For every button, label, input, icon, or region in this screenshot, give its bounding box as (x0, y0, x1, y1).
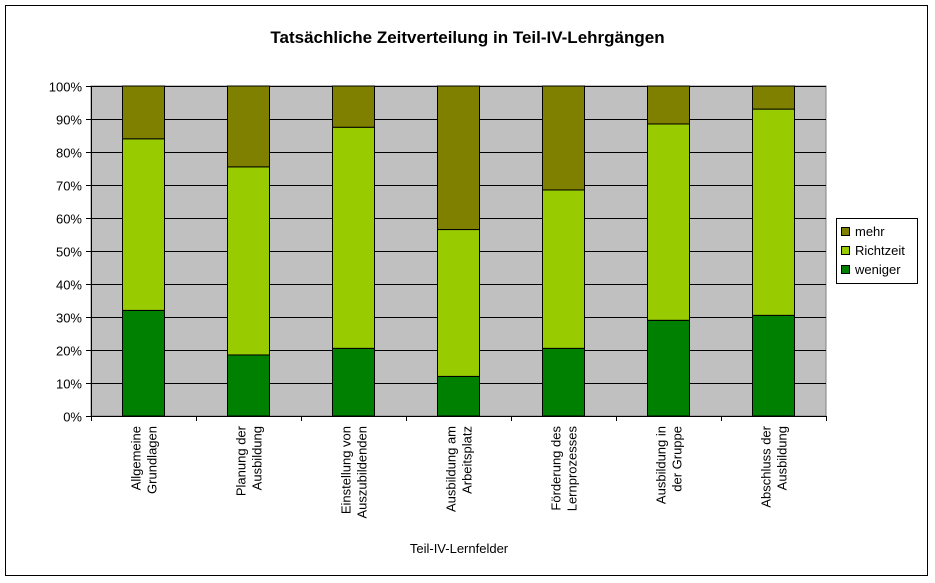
x-axis-title: Teil-IV-Lernfelder (410, 541, 509, 556)
bar-segment-richtzeit (122, 138, 165, 311)
bar-segment-weniger (332, 347, 375, 417)
bar-segment-weniger (437, 375, 480, 417)
y-tick-label: 90% (56, 113, 82, 128)
bar-segment-mehr (542, 85, 585, 191)
y-tick-label: 60% (56, 212, 82, 227)
bar-segment-richtzeit (227, 166, 270, 356)
legend-swatch (841, 265, 850, 274)
legend-swatch (841, 227, 850, 236)
bar-segment-richtzeit (437, 229, 480, 377)
bar-segment-weniger (122, 309, 165, 417)
legend-swatch (841, 246, 850, 255)
bar-segment-weniger (647, 319, 690, 417)
y-tick-label: 40% (56, 278, 82, 293)
legend: mehr Richtzeit weniger (836, 218, 918, 284)
y-tick-label: 30% (56, 311, 82, 326)
y-tick-label: 20% (56, 344, 82, 359)
bar-segment-weniger (227, 354, 270, 417)
x-tick-label: Förderung desLernprozesses (549, 426, 580, 512)
x-tick-label: Ausbildung inder Gruppe (654, 426, 685, 504)
y-tick-label: 10% (56, 377, 82, 392)
legend-label: mehr (855, 224, 885, 239)
bar-segment-richtzeit (332, 126, 375, 349)
x-tick-label: Ausbildung amArbeitsplatz (444, 426, 475, 512)
y-tick-label: 100% (49, 80, 83, 95)
chart-title: Tatsächliche Zeitverteilung in Teil-IV-L… (270, 28, 665, 47)
legend-item-richtzeit: Richtzeit (841, 241, 917, 260)
legend-label: Richtzeit (855, 243, 905, 258)
y-tick-label: 70% (56, 179, 82, 194)
x-tick-label: AllgemeineGrundlagen (129, 426, 160, 494)
bar-segment-weniger (542, 347, 585, 417)
legend-label: weniger (855, 262, 901, 277)
x-tick-label: Planung derAusbildung (234, 425, 265, 496)
bar-segment-weniger (752, 314, 795, 417)
bar-segment-mehr (752, 85, 795, 110)
bar-segment-mehr (437, 85, 480, 231)
bar-segment-mehr (332, 85, 375, 128)
legend-item-weniger: weniger (841, 260, 917, 279)
bar-segment-mehr (227, 85, 270, 168)
x-tick-label: Einstellung vonAuszubildenden (339, 426, 370, 519)
bar-segment-mehr (122, 85, 165, 140)
y-tick-label: 0% (63, 410, 82, 425)
bar-segment-richtzeit (752, 108, 795, 316)
bar-segment-richtzeit (647, 123, 690, 321)
y-tick-label: 50% (56, 245, 82, 260)
bar-segment-richtzeit (542, 189, 585, 349)
y-tick-label: 80% (56, 146, 82, 161)
legend-item-mehr: mehr (841, 222, 917, 241)
bar-segment-mehr (647, 85, 690, 125)
x-tick-label: Abschluss derAusbildung (759, 425, 790, 507)
